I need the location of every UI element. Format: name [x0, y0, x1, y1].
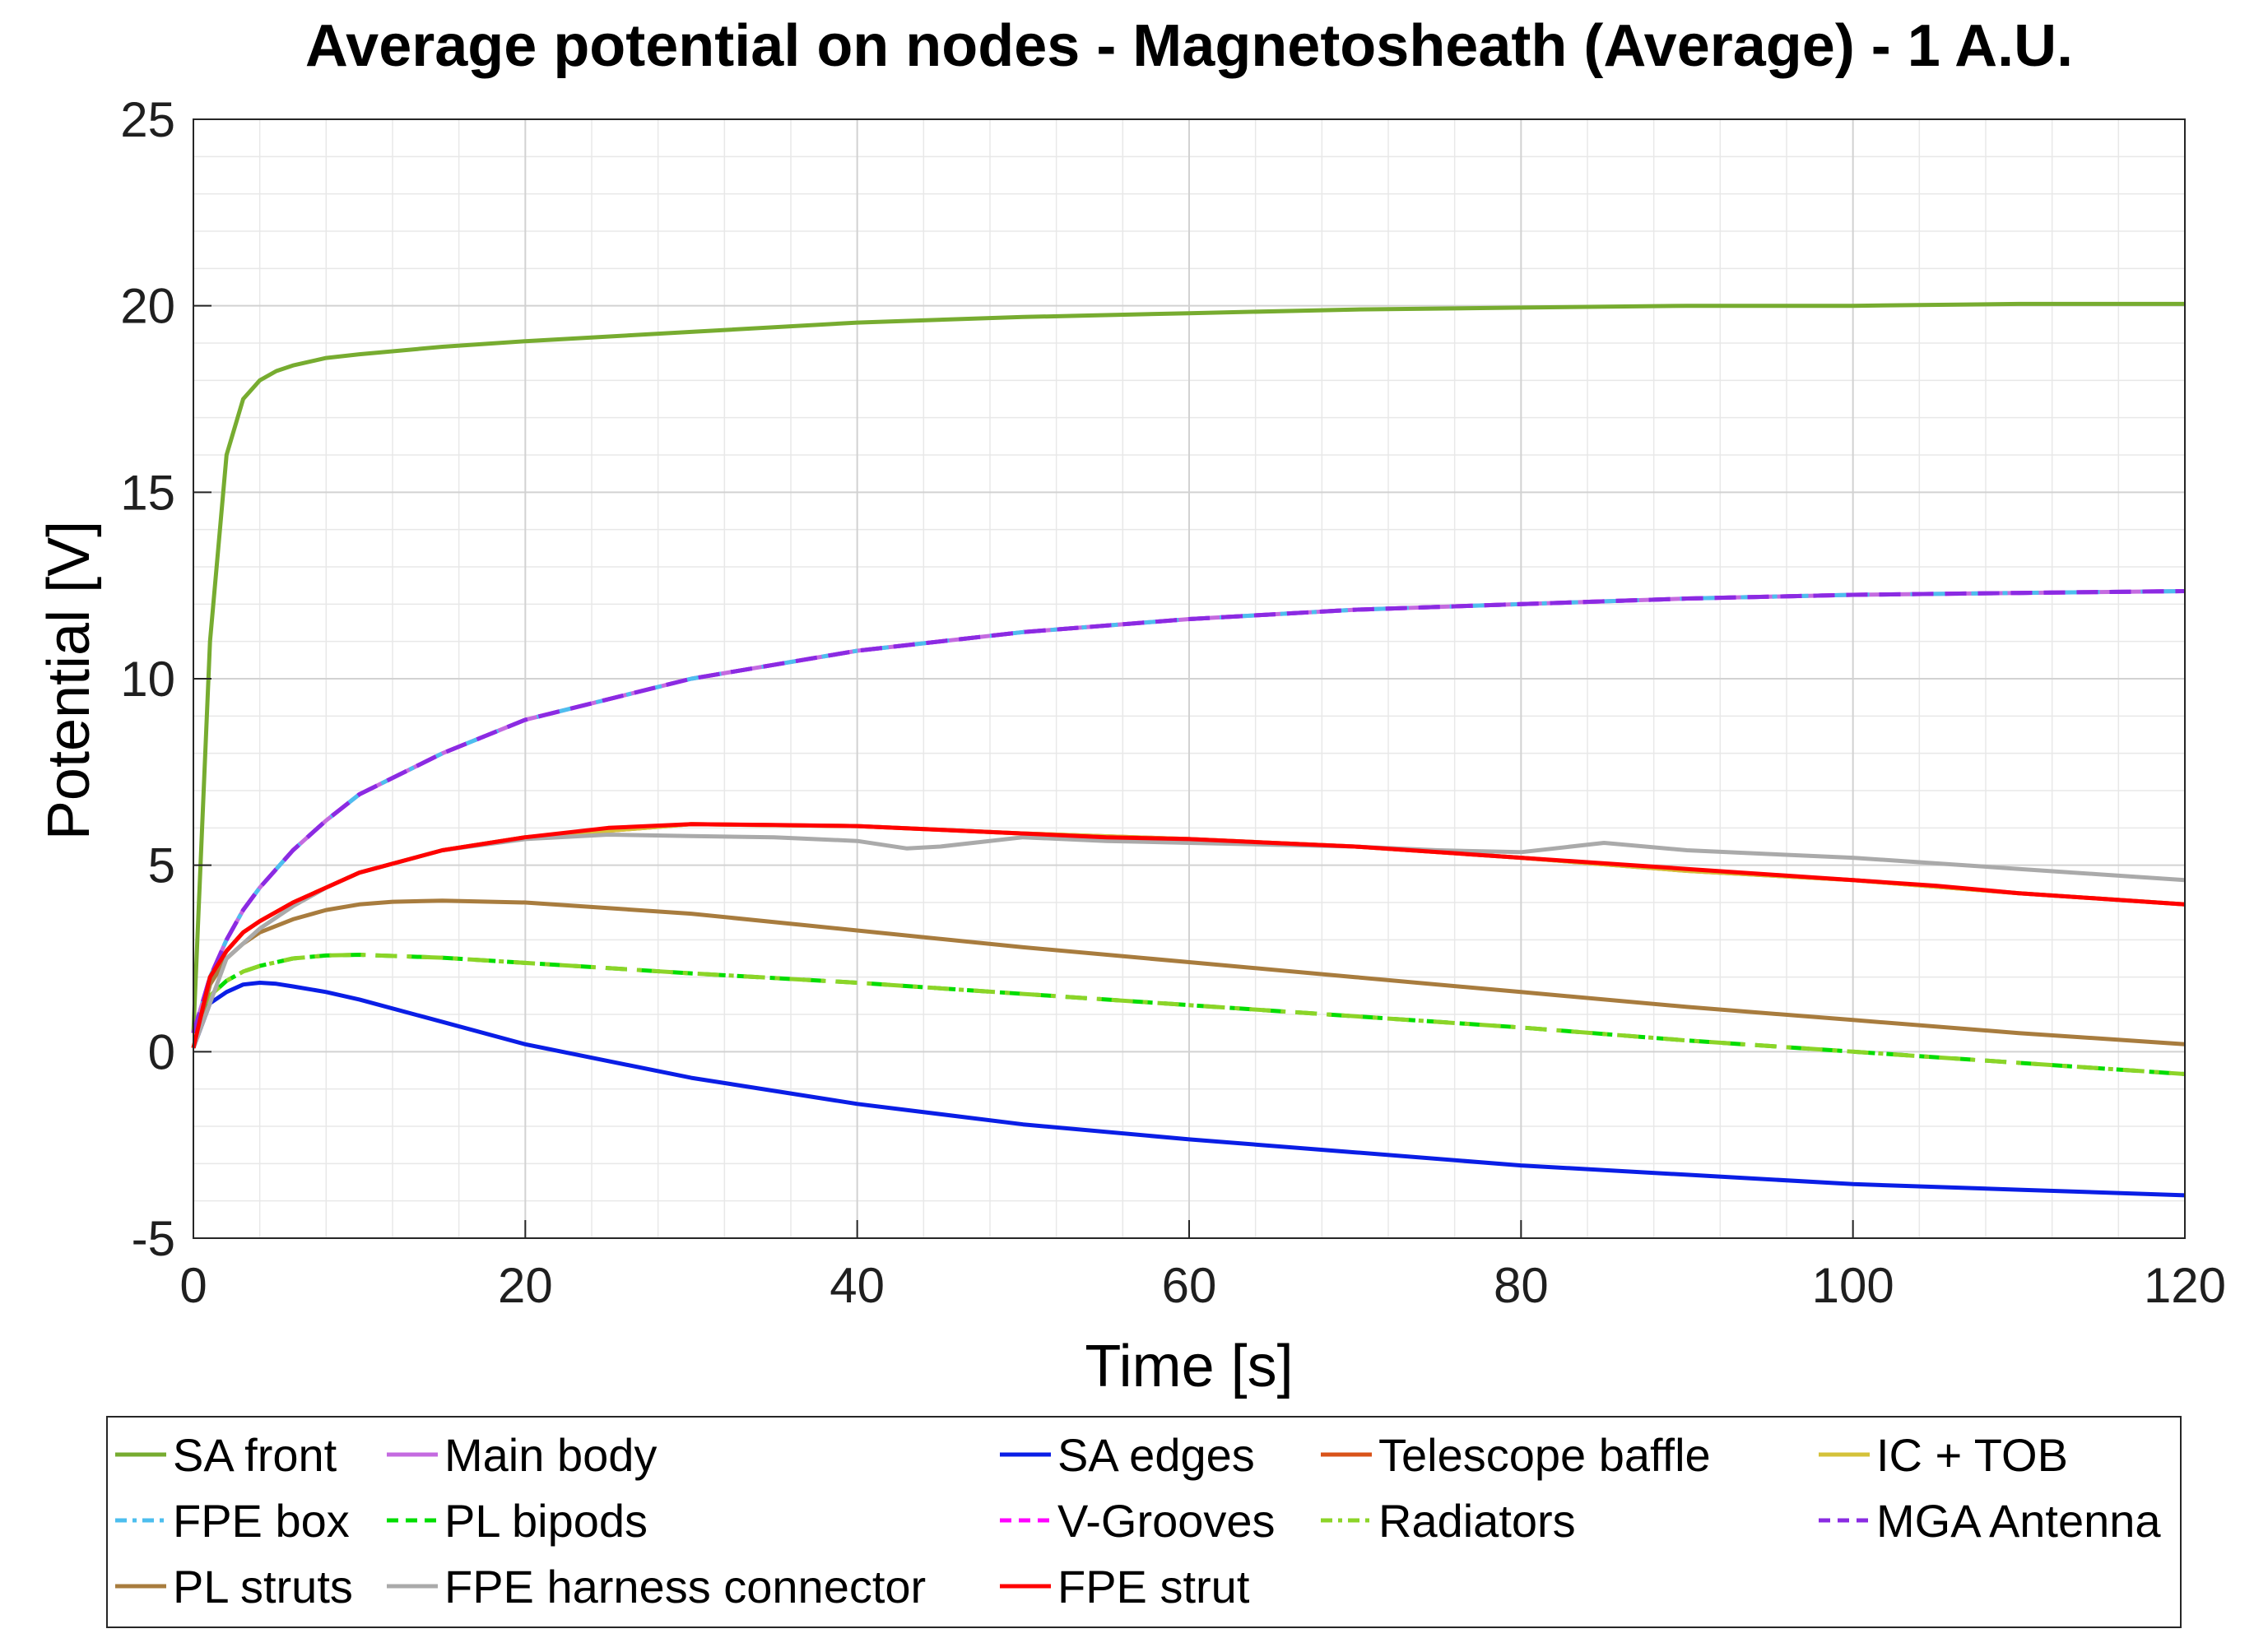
series-line-9 — [191, 589, 2186, 1034]
y-tick-label: 10 — [120, 652, 175, 707]
series-line-2 — [191, 981, 2186, 1198]
y-tick-label: 15 — [120, 465, 175, 520]
legend-label-0: SA front — [173, 1429, 337, 1481]
x-axis-label: Time [s] — [1085, 1334, 1293, 1399]
legend-label-4: IC + TOB — [1876, 1429, 2068, 1481]
series-line-12 — [191, 822, 2186, 1049]
y-tick-label: 25 — [120, 92, 175, 147]
series-lines — [191, 301, 2186, 1198]
y-axis-label: Potential [V] — [36, 521, 102, 840]
y-tick-labels: -5 0 5 10 15 20 25 — [120, 92, 175, 1266]
x-tick-label: 80 — [1494, 1258, 1549, 1313]
y-tick-label: 20 — [120, 279, 175, 334]
legend-label-11: FPE harness connector — [444, 1561, 926, 1613]
legend-label-5: FPE box — [173, 1495, 350, 1547]
x-tick-label: 40 — [830, 1258, 885, 1313]
legend-label-6: PL bipods — [444, 1495, 648, 1547]
legend-label-10: PL struts — [173, 1561, 353, 1613]
series-line-0 — [191, 301, 2185, 1033]
x-tick-labels: 0 20 40 60 80 100 120 — [179, 1258, 2226, 1313]
x-tick-label: 60 — [1162, 1258, 1217, 1313]
legend-label-9: MGA Antenna — [1876, 1495, 2161, 1547]
x-tick-label: 0 — [179, 1258, 207, 1313]
chart-title: Average potential on nodes - Magnetoshea… — [305, 13, 2073, 79]
y-tick-label: -5 — [132, 1211, 175, 1266]
x-tick-label: 20 — [498, 1258, 553, 1313]
series-line-8 — [191, 953, 2186, 1076]
legend-box — [106, 1416, 2182, 1628]
legend-label-2: SA edges — [1057, 1429, 1255, 1481]
y-tick-label: 5 — [148, 838, 175, 893]
legend-label-1: Main body — [444, 1429, 657, 1481]
x-tick-label: 100 — [1812, 1258, 1894, 1313]
legend: SA front Main body SA edges Telescope baffl… — [106, 1416, 2182, 1628]
axes-frame — [193, 118, 2186, 1239]
legend-label-7: V-Grooves — [1057, 1495, 1276, 1547]
legend-label-3: Telescope baffle — [1378, 1429, 1711, 1481]
legend-label-12: FPE strut — [1057, 1561, 1250, 1613]
legend-label-8: Radiators — [1378, 1495, 1576, 1547]
x-tick-label: 120 — [2144, 1258, 2226, 1313]
y-tick-label: 0 — [148, 1024, 175, 1079]
